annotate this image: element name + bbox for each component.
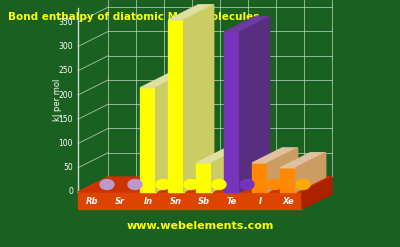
Polygon shape: [140, 88, 156, 192]
Polygon shape: [240, 17, 270, 192]
Text: Bond enthalpy of diatomic M-As molecules: Bond enthalpy of diatomic M-As molecules: [8, 12, 259, 22]
Polygon shape: [224, 32, 240, 192]
Text: 250: 250: [58, 66, 73, 75]
Text: Sr: Sr: [115, 197, 125, 206]
Polygon shape: [296, 153, 326, 192]
Text: I: I: [258, 197, 262, 206]
Text: Sn: Sn: [170, 197, 182, 206]
Text: 50: 50: [63, 163, 73, 172]
Polygon shape: [78, 177, 332, 192]
Text: 350: 350: [58, 18, 73, 27]
Polygon shape: [280, 153, 326, 168]
Ellipse shape: [156, 180, 170, 189]
Polygon shape: [156, 73, 186, 192]
Polygon shape: [78, 192, 302, 209]
Ellipse shape: [184, 180, 198, 189]
Text: www.webelements.com: www.webelements.com: [126, 221, 274, 231]
Polygon shape: [302, 177, 332, 209]
Polygon shape: [268, 148, 298, 192]
Polygon shape: [196, 148, 242, 163]
Text: Rb: Rb: [86, 197, 98, 206]
Text: Te: Te: [227, 197, 237, 206]
Text: 300: 300: [58, 42, 73, 51]
Text: kJ per mol: kJ per mol: [54, 79, 62, 121]
Polygon shape: [140, 73, 186, 88]
Ellipse shape: [128, 180, 142, 189]
Text: 0: 0: [68, 187, 73, 197]
Polygon shape: [184, 5, 214, 192]
Polygon shape: [224, 17, 270, 32]
Text: In: In: [144, 197, 152, 206]
Ellipse shape: [100, 180, 114, 189]
Polygon shape: [196, 163, 212, 192]
Polygon shape: [280, 168, 296, 192]
Polygon shape: [168, 20, 184, 192]
Text: 100: 100: [58, 139, 73, 148]
Polygon shape: [168, 5, 214, 20]
Text: 200: 200: [58, 90, 73, 100]
Polygon shape: [212, 148, 242, 192]
Ellipse shape: [296, 180, 310, 189]
Ellipse shape: [212, 180, 226, 189]
Polygon shape: [252, 163, 268, 192]
Polygon shape: [252, 148, 298, 163]
Text: 150: 150: [58, 115, 73, 124]
Ellipse shape: [240, 180, 254, 189]
Text: Xe: Xe: [282, 197, 294, 206]
Ellipse shape: [268, 180, 282, 189]
Text: Sb: Sb: [198, 197, 210, 206]
